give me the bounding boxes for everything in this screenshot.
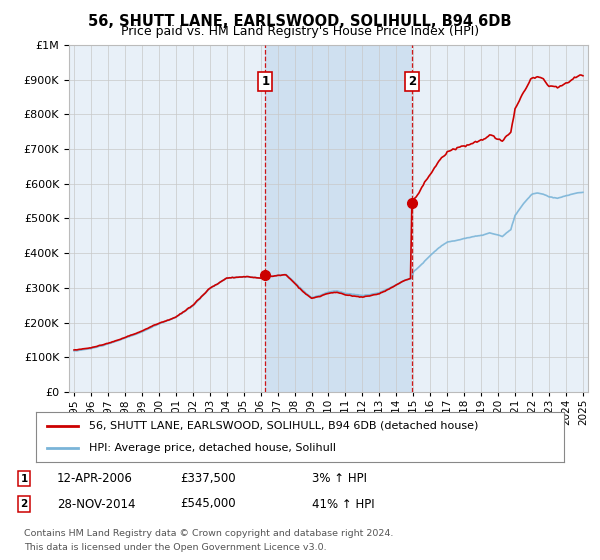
Bar	[265, 45, 412, 392]
Text: 2: 2	[20, 499, 28, 509]
Text: 28-NOV-2014: 28-NOV-2014	[57, 497, 136, 511]
Text: 56, SHUTT LANE, EARLSWOOD, SOLIHULL, B94 6DB (detached house): 56, SHUTT LANE, EARLSWOOD, SOLIHULL, B94…	[89, 421, 478, 431]
Text: Contains HM Land Registry data © Crown copyright and database right 2024.: Contains HM Land Registry data © Crown c…	[24, 529, 394, 538]
Text: 3% ↑ HPI: 3% ↑ HPI	[312, 472, 367, 486]
Text: HPI: Average price, detached house, Solihull: HPI: Average price, detached house, Soli…	[89, 443, 336, 453]
Text: This data is licensed under the Open Government Licence v3.0.: This data is licensed under the Open Gov…	[24, 543, 326, 552]
Text: Price paid vs. HM Land Registry's House Price Index (HPI): Price paid vs. HM Land Registry's House …	[121, 25, 479, 38]
Text: 56, SHUTT LANE, EARLSWOOD, SOLIHULL, B94 6DB: 56, SHUTT LANE, EARLSWOOD, SOLIHULL, B94…	[88, 14, 512, 29]
Text: 12-APR-2006: 12-APR-2006	[57, 472, 133, 486]
Text: £337,500: £337,500	[180, 472, 236, 486]
Text: 1: 1	[262, 74, 269, 88]
Text: £545,000: £545,000	[180, 497, 236, 511]
Text: 41% ↑ HPI: 41% ↑ HPI	[312, 497, 374, 511]
Text: 1: 1	[20, 474, 28, 484]
Text: 2: 2	[408, 74, 416, 88]
